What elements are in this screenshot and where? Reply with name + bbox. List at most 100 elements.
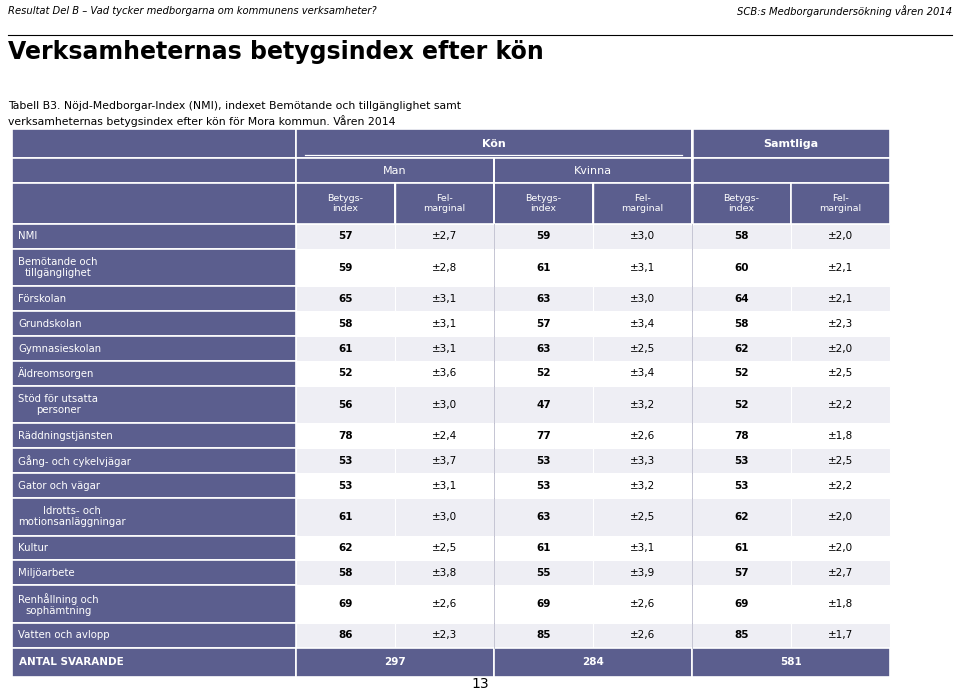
Text: Fel-
marginal: Fel- marginal bbox=[423, 194, 466, 212]
Bar bbox=[395, 623, 494, 648]
Bar bbox=[494, 561, 593, 585]
Bar bbox=[12, 361, 296, 386]
Bar bbox=[791, 361, 890, 386]
Text: ±2,0: ±2,0 bbox=[828, 343, 852, 354]
Bar bbox=[692, 585, 791, 623]
Text: 581: 581 bbox=[780, 657, 802, 668]
Bar bbox=[593, 336, 692, 361]
Text: 69: 69 bbox=[537, 599, 551, 609]
Text: ±3,1: ±3,1 bbox=[630, 263, 655, 273]
Bar bbox=[692, 311, 791, 336]
Text: ±3,3: ±3,3 bbox=[630, 456, 655, 466]
Bar bbox=[791, 623, 890, 648]
Text: ±3,2: ±3,2 bbox=[630, 400, 655, 410]
Bar bbox=[296, 311, 395, 336]
Text: 61: 61 bbox=[338, 512, 353, 522]
Bar bbox=[296, 585, 395, 623]
Text: NMI: NMI bbox=[18, 231, 37, 241]
Bar bbox=[395, 535, 494, 561]
Text: Fel-
marginal: Fel- marginal bbox=[819, 194, 861, 212]
Bar bbox=[791, 287, 890, 311]
Text: ±2,1: ±2,1 bbox=[828, 294, 852, 304]
Bar bbox=[12, 498, 296, 535]
Bar bbox=[494, 336, 593, 361]
Text: Gator och vägar: Gator och vägar bbox=[18, 481, 100, 491]
Text: SCB:s Medborgarundersökning våren 2014: SCB:s Medborgarundersökning våren 2014 bbox=[737, 5, 952, 17]
Text: 13: 13 bbox=[471, 677, 489, 691]
Text: 47: 47 bbox=[536, 400, 551, 410]
Text: Verksamheternas betygsindex efter kön: Verksamheternas betygsindex efter kön bbox=[8, 40, 543, 64]
Bar bbox=[494, 648, 692, 677]
Bar bbox=[692, 648, 890, 677]
Bar bbox=[692, 224, 791, 249]
Text: 53: 53 bbox=[734, 456, 749, 466]
Bar bbox=[395, 361, 494, 386]
Bar bbox=[395, 182, 494, 224]
Bar bbox=[395, 336, 494, 361]
Text: 53: 53 bbox=[536, 456, 551, 466]
Bar bbox=[395, 498, 494, 535]
Text: ±2,3: ±2,3 bbox=[828, 319, 852, 329]
Text: ±3,1: ±3,1 bbox=[432, 481, 457, 491]
Bar bbox=[692, 361, 791, 386]
Text: 65: 65 bbox=[338, 294, 353, 304]
Bar bbox=[395, 287, 494, 311]
Text: 85: 85 bbox=[536, 630, 551, 640]
Bar bbox=[494, 386, 593, 424]
Bar bbox=[296, 287, 395, 311]
Bar bbox=[791, 448, 890, 473]
Bar bbox=[395, 249, 494, 287]
Text: 53: 53 bbox=[338, 456, 353, 466]
Bar bbox=[12, 249, 296, 287]
Text: 52: 52 bbox=[338, 368, 353, 378]
Text: 61: 61 bbox=[734, 543, 749, 553]
Bar bbox=[296, 424, 395, 448]
Bar bbox=[296, 623, 395, 648]
Text: ±1,8: ±1,8 bbox=[828, 431, 852, 441]
Bar bbox=[12, 182, 296, 224]
Text: 86: 86 bbox=[338, 630, 353, 640]
Bar bbox=[593, 386, 692, 424]
Bar bbox=[593, 473, 692, 498]
Bar bbox=[692, 473, 791, 498]
Bar bbox=[593, 182, 692, 224]
Text: ±3,7: ±3,7 bbox=[432, 456, 457, 466]
Text: 55: 55 bbox=[536, 568, 551, 578]
Bar bbox=[395, 311, 494, 336]
Text: ±1,7: ±1,7 bbox=[828, 630, 852, 640]
Text: Gymnasieskolan: Gymnasieskolan bbox=[18, 343, 101, 354]
Bar bbox=[12, 473, 296, 498]
Text: 58: 58 bbox=[338, 319, 353, 329]
Text: Räddningstjänsten: Räddningstjänsten bbox=[18, 431, 113, 441]
Bar bbox=[692, 249, 791, 287]
Bar bbox=[791, 182, 890, 224]
Bar bbox=[791, 473, 890, 498]
Text: 78: 78 bbox=[733, 431, 749, 441]
Bar bbox=[593, 623, 692, 648]
Text: 58: 58 bbox=[734, 319, 749, 329]
Bar bbox=[692, 129, 890, 159]
Bar bbox=[296, 535, 395, 561]
Text: 63: 63 bbox=[536, 512, 551, 522]
Bar bbox=[692, 287, 791, 311]
Bar bbox=[395, 585, 494, 623]
Bar bbox=[593, 448, 692, 473]
Bar bbox=[692, 448, 791, 473]
Text: ±2,4: ±2,4 bbox=[432, 431, 457, 441]
Text: Förskolan: Förskolan bbox=[18, 294, 66, 304]
Bar bbox=[296, 336, 395, 361]
Bar bbox=[395, 561, 494, 585]
Bar bbox=[494, 535, 593, 561]
Bar bbox=[692, 498, 791, 535]
Text: Betygs-
index: Betygs- index bbox=[327, 194, 364, 212]
Text: 63: 63 bbox=[536, 294, 551, 304]
Bar bbox=[296, 224, 395, 249]
Bar bbox=[494, 182, 593, 224]
Text: Bemötande och
tillgänglighet: Bemötande och tillgänglighet bbox=[18, 257, 98, 278]
Text: Kultur: Kultur bbox=[18, 543, 48, 553]
Text: 62: 62 bbox=[734, 343, 749, 354]
Bar bbox=[593, 361, 692, 386]
Bar bbox=[692, 182, 791, 224]
Text: Resultat Del B – Vad tycker medborgarna om kommunens verksamheter?: Resultat Del B – Vad tycker medborgarna … bbox=[8, 6, 376, 16]
Text: ±3,0: ±3,0 bbox=[630, 294, 655, 304]
